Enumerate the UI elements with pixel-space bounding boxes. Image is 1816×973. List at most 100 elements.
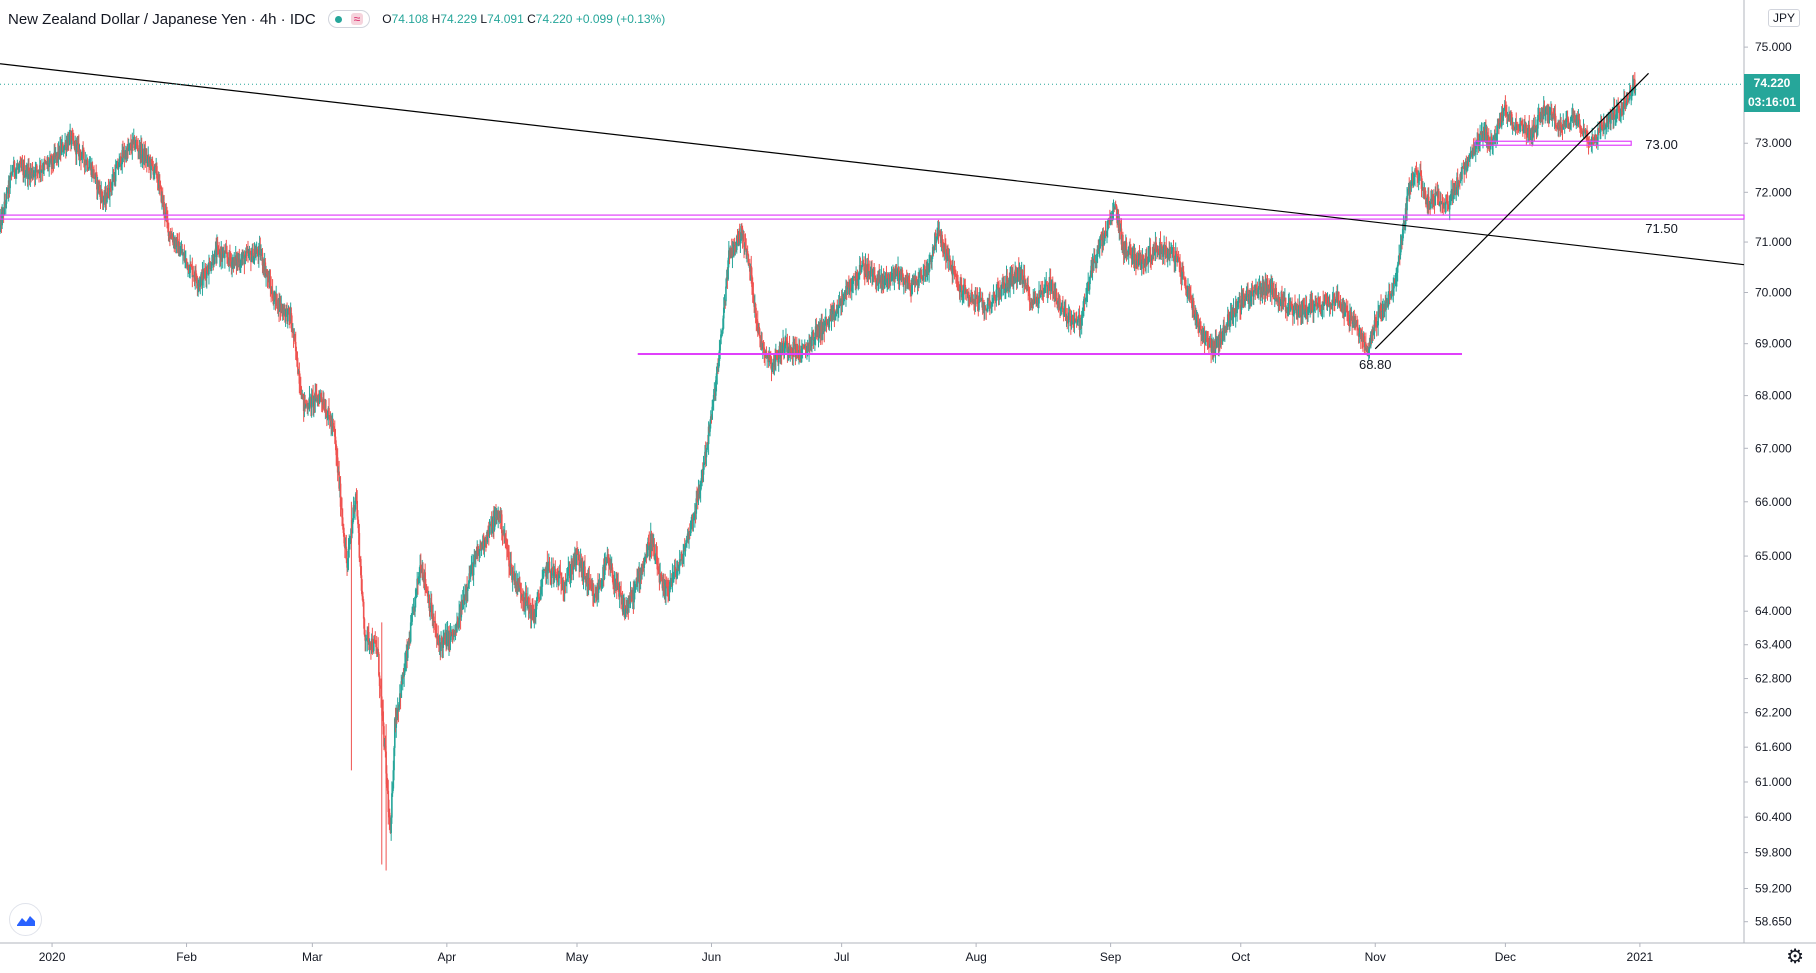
candle-body	[349, 540, 351, 543]
candle	[197, 277, 199, 297]
candle-body	[1093, 255, 1096, 262]
candle	[657, 557, 660, 575]
candle-body	[252, 256, 255, 263]
candle-body	[851, 283, 854, 288]
candle-body	[693, 517, 695, 520]
candle	[425, 583, 428, 594]
candle-body	[226, 252, 228, 258]
candle-body	[606, 554, 609, 563]
candle	[1074, 318, 1076, 324]
candle-body	[361, 590, 364, 597]
candle	[568, 561, 571, 585]
candle-body	[926, 270, 928, 276]
candle-body	[1088, 276, 1091, 290]
candle-body	[175, 238, 178, 247]
candle-body	[617, 582, 620, 586]
candle	[323, 392, 325, 411]
candle	[1165, 236, 1168, 259]
candle-body	[821, 321, 823, 334]
candle	[140, 137, 143, 163]
candle-body	[902, 274, 904, 285]
candle	[467, 586, 469, 602]
candle-body	[467, 587, 469, 592]
candle-body	[514, 574, 517, 589]
candle-body	[161, 194, 164, 205]
candle-body	[673, 573, 675, 575]
candle-body	[371, 638, 374, 651]
candle	[408, 631, 411, 649]
candle-body	[650, 533, 653, 551]
candle-body	[745, 248, 747, 252]
candle-body	[555, 571, 557, 577]
candle	[970, 283, 973, 306]
candle-body	[953, 269, 956, 273]
candle	[398, 702, 400, 712]
candle-body	[712, 400, 714, 407]
candle	[409, 614, 412, 644]
candle-body	[716, 367, 719, 374]
candle	[41, 163, 44, 182]
candle-body	[660, 574, 663, 579]
candle-body	[1025, 282, 1027, 290]
candle-body	[908, 282, 911, 289]
candle-body	[195, 270, 197, 279]
candle-body	[1098, 248, 1100, 252]
candle-body	[808, 344, 810, 351]
candle-body	[1096, 253, 1098, 262]
candle-body	[874, 277, 877, 282]
candle-body	[787, 350, 789, 353]
candle-body	[365, 639, 368, 641]
candle	[845, 279, 847, 307]
candle-body	[665, 582, 668, 587]
candle	[560, 572, 562, 595]
candle-body	[933, 246, 935, 251]
candle-body	[425, 586, 428, 593]
candle-body	[651, 544, 653, 551]
candle-body	[117, 162, 119, 169]
candle-body	[1182, 269, 1184, 272]
candle	[667, 577, 669, 603]
candle	[1006, 269, 1009, 294]
candle	[261, 248, 264, 274]
candle-body	[622, 605, 625, 612]
candle-body	[987, 298, 990, 301]
candle-body	[683, 549, 685, 556]
candle-body	[754, 303, 757, 314]
candle	[446, 622, 448, 650]
candle-body	[718, 350, 721, 361]
candle-body	[1034, 297, 1037, 299]
price-tick-label: 59.200	[1755, 882, 1792, 896]
candle-body	[446, 632, 448, 647]
candle-body	[209, 262, 212, 270]
candle-body	[345, 546, 348, 560]
candle-body	[563, 584, 566, 592]
candle-body	[1021, 270, 1024, 284]
candle-body	[211, 263, 213, 268]
candle-body	[849, 284, 852, 288]
candle	[242, 249, 244, 266]
candle	[332, 418, 335, 433]
candle-body	[169, 232, 171, 238]
candle-body	[991, 302, 993, 306]
candle-body	[519, 583, 521, 586]
candle-body	[633, 589, 635, 603]
candle-body	[510, 563, 512, 565]
candle-body	[1083, 299, 1085, 311]
candle	[259, 237, 262, 261]
candle-body	[634, 586, 636, 590]
candle-body	[367, 631, 370, 645]
candle	[597, 579, 600, 603]
candle-body	[1168, 249, 1170, 256]
price-tick-label: 75.000	[1755, 40, 1792, 54]
candle	[340, 496, 343, 510]
candle-body	[468, 573, 471, 584]
candle	[1174, 242, 1177, 272]
candle	[830, 305, 833, 331]
candle-body	[796, 344, 798, 351]
candle-body	[1075, 319, 1077, 321]
candle	[1059, 307, 1062, 317]
candle-body	[744, 244, 747, 249]
candle-body	[433, 616, 435, 622]
candle	[31, 161, 34, 181]
